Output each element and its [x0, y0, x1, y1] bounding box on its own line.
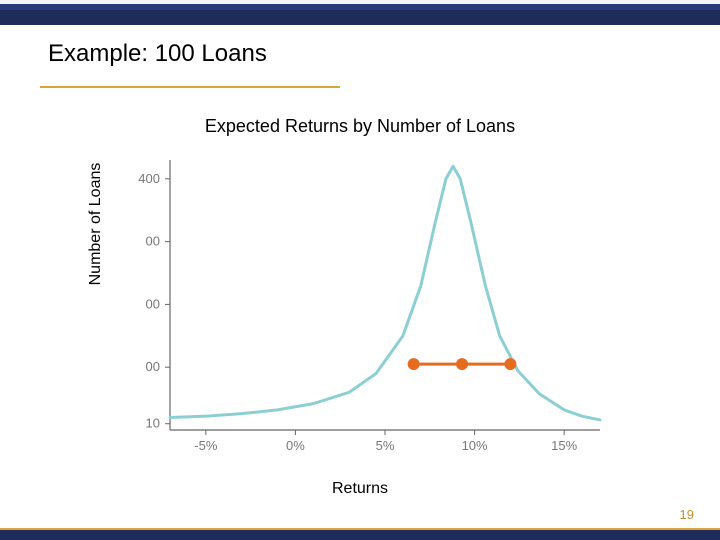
x-axis-label: Returns: [0, 480, 720, 498]
bottom-blue-bar: [0, 530, 720, 540]
y-tick-label: 00: [146, 234, 160, 249]
x-tick-label: 0%: [286, 438, 305, 453]
page-number: 19: [680, 507, 694, 522]
overlay-dot: [504, 358, 516, 370]
y-axis-label: Number of Loans: [87, 163, 105, 286]
distribution-curve: [170, 166, 600, 420]
overlay-dot: [408, 358, 420, 370]
slide: Example: 100 Loans Expected Returns by N…: [0, 0, 720, 540]
y-tick-label: 400: [138, 171, 160, 186]
y-tick-label: 10: [146, 416, 160, 431]
chart-area: 10 00 00 00 400 -5% 0% 5% 10% 15%: [110, 150, 610, 470]
top-stripe-3: [0, 10, 720, 25]
x-tick-label: 15%: [551, 438, 577, 453]
slide-title: Example: 100 Loans: [48, 40, 267, 68]
x-tick-label: 5%: [376, 438, 395, 453]
x-tick-label: -5%: [194, 438, 218, 453]
top-decor: [0, 0, 720, 28]
overlay-dot: [456, 358, 468, 370]
chart-title: Expected Returns by Number of Loans: [0, 116, 720, 137]
y-tick-label: 00: [146, 296, 160, 311]
chart-svg: 10 00 00 00 400 -5% 0% 5% 10% 15%: [110, 150, 610, 470]
title-underline: [40, 86, 340, 88]
y-tick-label: 00: [146, 359, 160, 374]
x-tick-label: 10%: [462, 438, 488, 453]
